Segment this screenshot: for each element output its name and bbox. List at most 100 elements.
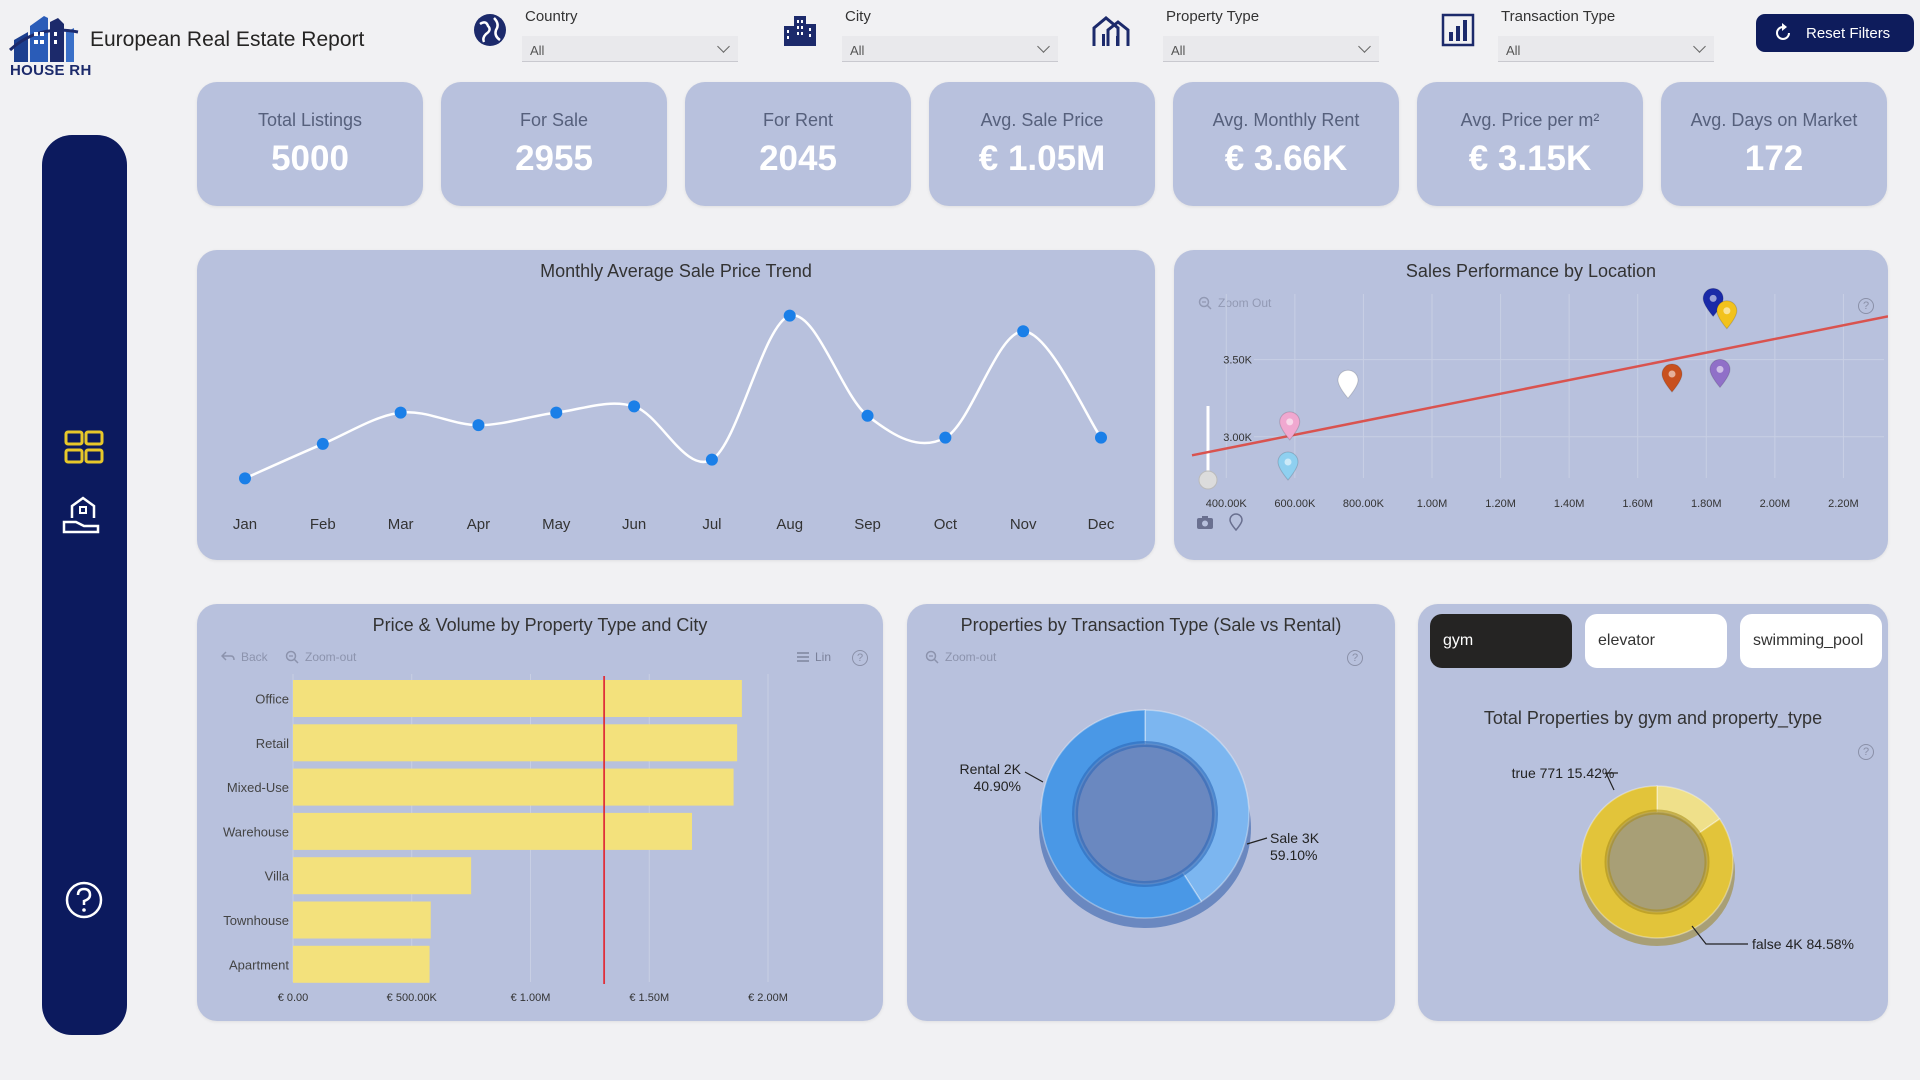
x-tick-label: Jan — [233, 516, 257, 533]
sidebar — [42, 135, 127, 1035]
chip-swimming-pool[interactable]: swimming_pool — [1740, 614, 1882, 668]
country-select-value: All — [530, 43, 545, 58]
house-hand-icon[interactable] — [62, 496, 104, 536]
marker-dot — [1709, 294, 1717, 302]
map-marker — [1337, 369, 1359, 399]
reset-filters-button[interactable]: Reset Filters — [1756, 14, 1914, 52]
x-tick-label: Aug — [776, 516, 803, 533]
x-tick-label: 600.00K — [1274, 498, 1316, 510]
zoom-out-label: Zoom Out — [1218, 296, 1272, 310]
reset-filters-label: Reset Filters — [1806, 24, 1891, 42]
kpi-value: € 3.15K — [1468, 139, 1592, 178]
data-point — [705, 453, 718, 466]
data-point — [239, 472, 251, 485]
marker-dot — [1286, 418, 1294, 426]
x-tick-label: € 500.00K — [387, 992, 438, 1004]
x-tick-label: 1.80M — [1691, 498, 1722, 510]
x-tick-label: € 1.00M — [511, 992, 551, 1004]
x-tick-label: Sep — [854, 516, 881, 533]
help-icon[interactable]: ? — [1858, 744, 1874, 760]
donut-inner-rim — [1072, 741, 1218, 887]
x-tick-label: 800.00K — [1343, 498, 1385, 510]
camera-icon[interactable] — [1196, 514, 1214, 530]
bar — [293, 680, 742, 717]
data-point — [394, 406, 407, 419]
help-icon[interactable]: ? — [1858, 298, 1874, 314]
x-tick-label: Nov — [1010, 516, 1037, 533]
data-point — [783, 309, 796, 322]
property-type-select[interactable]: All — [1163, 36, 1379, 62]
x-tick-label: Feb — [310, 516, 336, 533]
linear-scale-tool[interactable]: Lin — [797, 650, 831, 664]
category-label: Apartment — [229, 957, 289, 972]
x-tick-label: € 2.00M — [748, 992, 788, 1004]
chart-title: Sales Performance by Location — [1405, 261, 1657, 281]
leader-line — [1605, 772, 1618, 791]
chip-gym[interactable]: gym — [1430, 614, 1572, 668]
linear-scale-label: Lin — [815, 650, 832, 664]
y-tick-label: 3.50K — [1223, 355, 1252, 367]
category-label: Office — [255, 692, 289, 707]
help-circle-icon[interactable] — [64, 880, 104, 920]
bar — [293, 901, 431, 939]
data-point — [939, 431, 952, 444]
transaction-type-select-value: All — [1506, 43, 1521, 58]
marker-dot — [1723, 307, 1731, 315]
chart-title: Total Properties by gym and property_typ… — [1483, 708, 1823, 728]
country-filter-label: Country — [525, 8, 578, 25]
line-chart: Jan Feb Mar Apr May Jun Jul Aug Sep Oct Nov Dec — [233, 309, 1115, 533]
pin-icon[interactable] — [1228, 513, 1244, 531]
trend-line — [1191, 315, 1888, 457]
category-label: Villa — [265, 869, 290, 884]
page-title: European Real Estate Report — [90, 28, 365, 51]
sale-label: Sale 3K — [1270, 830, 1320, 846]
reset-icon — [1776, 23, 1790, 40]
help-icon[interactable]: ? — [852, 650, 868, 666]
back-tool[interactable]: Back — [221, 650, 268, 664]
kpi-for-sale: For Sale 2955 — [441, 82, 667, 206]
zoom-out-icon — [285, 650, 299, 664]
bar — [293, 945, 430, 983]
false-label: false 4K 84.58% — [1752, 936, 1854, 952]
x-tick-label: Dec — [1088, 516, 1115, 533]
kpi-avg-monthly-rent: Avg. Monthly Rent € 3.66K — [1173, 82, 1399, 206]
data-point — [861, 409, 874, 422]
bar-chart-icon — [1441, 13, 1475, 47]
transaction-type-panel: Properties by Transaction Type (Sale vs … — [907, 604, 1395, 1021]
x-tick-label: Jun — [622, 516, 646, 533]
amenities-panel: Total Properties by gym and property_typ… — [1418, 604, 1888, 1021]
kpi-label: For Sale — [519, 110, 589, 130]
data-point — [472, 419, 485, 432]
rental-percent: 40.90% — [974, 778, 1021, 794]
zoom-out-icon — [925, 650, 939, 664]
city-filter-label: City — [845, 8, 871, 25]
zoom-out-tool[interactable]: Zoom-out — [285, 650, 356, 664]
donut-inner-rim — [1604, 809, 1710, 915]
city-select[interactable]: All — [842, 36, 1058, 62]
chart-title: Monthly Average Sale Price Trend — [540, 261, 812, 281]
sale-percent: 59.10% — [1270, 847, 1317, 863]
help-icon[interactable]: ? — [1347, 650, 1363, 666]
house-rh-logo — [8, 16, 79, 62]
data-point — [628, 400, 641, 413]
chip-elevator[interactable]: elevator — [1585, 614, 1727, 668]
leader-line — [1024, 771, 1044, 783]
chevron-down-icon — [1037, 40, 1050, 53]
zoom-out-tool[interactable]: Zoom Out — [1198, 296, 1271, 310]
sales-location-panel: Sales Performance by Location Zoom Out ?… — [1174, 250, 1888, 560]
zoom-out-tool[interactable]: Zoom-out — [925, 650, 996, 664]
bar-chart: € 0.00 € 500.00K € 1.00M € 1.50M € 2.00M Offi… — [223, 674, 788, 1004]
data-point — [316, 437, 329, 450]
map-marker — [1279, 411, 1301, 441]
x-tick-label: 400.00K — [1206, 498, 1248, 510]
zoom-out-icon — [1198, 296, 1212, 310]
scatter-chart: 400.00K 600.00K 800.00K 1.00M 1.20M 1.40M 1.60… — [1191, 287, 1888, 510]
back-arrow-icon — [221, 651, 235, 661]
kpi-label: Total Listings — [257, 110, 363, 130]
kpi-value: € 3.66K — [1224, 139, 1348, 178]
dashboard-grid-icon[interactable] — [64, 430, 104, 464]
country-select[interactable]: All — [522, 36, 738, 62]
property-type-filter-label: Property Type — [1166, 8, 1260, 25]
transaction-type-select[interactable]: All — [1498, 36, 1714, 62]
x-tick-label: 1.20M — [1485, 498, 1516, 510]
